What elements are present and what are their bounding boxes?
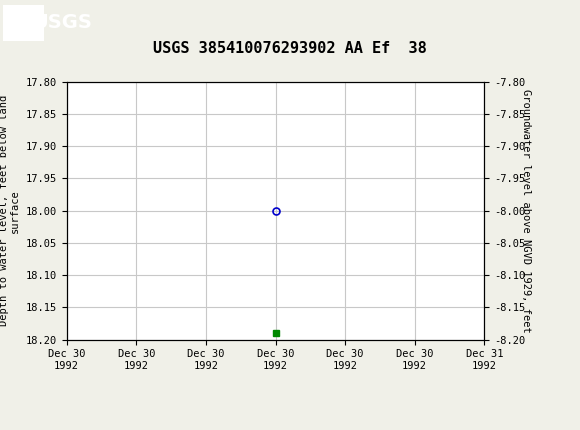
Text: USGS: USGS xyxy=(32,13,92,32)
Bar xyxy=(3,4,43,41)
Text: USGS 385410076293902 AA Ef  38: USGS 385410076293902 AA Ef 38 xyxy=(153,41,427,56)
Y-axis label: Groundwater level above NGVD 1929, feet: Groundwater level above NGVD 1929, feet xyxy=(521,89,531,332)
Y-axis label: Depth to water level, feet below land
surface: Depth to water level, feet below land su… xyxy=(0,95,20,326)
Text: ≋: ≋ xyxy=(3,9,26,37)
